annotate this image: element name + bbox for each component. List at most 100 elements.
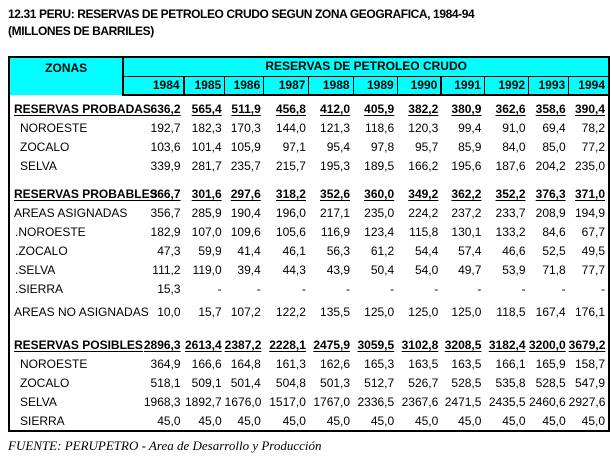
value-cell: 194,9 — [574, 206, 605, 220]
value-cell: 528,5 — [535, 376, 566, 390]
row-label-cell: RESERVAS PROBADAS — [14, 102, 151, 116]
table-row: SIERRA 45,0 45,0 45,0 45,0 45,0 45,0 45,0 45,0 45… — [9, 412, 609, 431]
value-cell: 69,4 — [542, 121, 566, 135]
value-cell: 116,9 — [320, 225, 351, 239]
value-cell: 195,3 — [320, 159, 351, 173]
value-cell: - — [390, 282, 395, 296]
value-cell: 504,8 — [275, 376, 306, 390]
value-cell: 371,0 — [574, 187, 605, 201]
row-label-cell: SELVA — [20, 395, 57, 409]
value-cell: 45,0 — [370, 413, 395, 428]
value-cell: 45,0 — [542, 413, 566, 428]
value-cell: 352,2 — [495, 187, 526, 201]
value-cell: 512,7 — [364, 376, 395, 390]
value-cell: 118,5 — [496, 305, 526, 319]
value-cell: 281,7 — [191, 159, 222, 173]
value-cell: 352,6 — [320, 187, 351, 201]
table-row: .SIERRA 15,3 - - - - - - - - - - — [9, 280, 609, 299]
row-label-cell: .NOROESTE — [15, 225, 86, 239]
value-cell: 95,7 — [414, 140, 439, 154]
value-cell: - — [256, 282, 261, 296]
value-cell: 380,9 — [451, 102, 482, 116]
value-cell: 71,8 — [542, 263, 566, 277]
value-cell: 215,7 — [275, 159, 306, 173]
value-cell: 382,2 — [408, 102, 439, 116]
value-cell: 518,1 — [150, 376, 181, 390]
table-row: RESERVAS POSIBLES 2896,3 2613,4 2387,2 2228,… — [9, 336, 609, 355]
value-cell: 46,6 — [502, 244, 526, 258]
value-cell: 196,0 — [275, 206, 306, 220]
value-cell: 2336,5 — [357, 395, 395, 409]
spacer-cell — [9, 176, 609, 185]
value-cell: 85,9 — [458, 140, 482, 154]
value-cell: 233,7 — [495, 206, 526, 220]
value-cell: 1892,7 — [184, 395, 222, 409]
value-cell: 44,3 — [282, 263, 306, 277]
value-cell: 318,2 — [275, 187, 306, 201]
value-cell: 405,9 — [364, 102, 395, 116]
value-cell: 166,1 — [495, 357, 526, 371]
value-cell: 412,0 — [320, 102, 351, 116]
table-row: NOROESTE 192,7 182,3 170,3 144,0 121,3 118,6 12… — [9, 119, 609, 138]
value-cell: 15,3 — [157, 282, 181, 296]
value-cell: 526,7 — [408, 376, 439, 390]
value-cell: 97,8 — [370, 140, 395, 154]
value-cell: 163,5 — [451, 357, 482, 371]
value-cell: 119,0 — [192, 263, 222, 277]
value-cell: 91,0 — [502, 121, 526, 135]
value-cell: 190,4 — [230, 206, 261, 220]
row-label-cell: AREAS NO ASIGNADAS — [14, 305, 149, 319]
row-label-cell: ZOCALO — [20, 376, 70, 390]
value-cell: 45,0 — [414, 413, 439, 428]
value-cell: 61,2 — [370, 244, 395, 258]
value-cell: 59,9 — [198, 244, 222, 258]
value-cell: 101,4 — [191, 140, 222, 154]
value-cell: 217,1 — [320, 206, 351, 220]
value-cell: 165,3 — [364, 357, 395, 371]
year-header-cell: 1991 — [441, 76, 485, 96]
value-cell: - — [601, 282, 605, 296]
value-cell: 45,0 — [458, 413, 482, 428]
value-cell: 67,7 — [581, 225, 605, 239]
value-cell: 95,4 — [326, 140, 351, 154]
group-header-row: ZONAS RESERVAS DE PETROLEO CRUDO — [9, 57, 609, 95]
title-line-2: (MILLONES DE BARRILES) — [8, 24, 154, 38]
value-cell: 195,6 — [451, 159, 482, 173]
row-label-cell: SELVA — [20, 159, 57, 173]
value-cell: 41,4 — [237, 244, 261, 258]
value-cell: 2927,6 — [568, 395, 606, 409]
value-cell: 45,0 — [502, 413, 526, 428]
year-header-cell: 1992 — [484, 76, 530, 96]
value-cell: 78,2 — [581, 121, 605, 135]
value-cell: 362,2 — [451, 187, 482, 201]
year-header-cell: 1984 — [123, 76, 185, 96]
value-cell: 10,0 — [157, 305, 181, 319]
value-cell: 189,5 — [364, 159, 395, 173]
value-cell: 166,2 — [408, 159, 439, 173]
value-cell: 84,6 — [542, 225, 566, 239]
value-cell: 105,6 — [275, 225, 306, 239]
year-header-cell: 1990 — [397, 76, 443, 96]
years-header-row: 1984 1985 1986 1987 1988 1989 1990 1991 1992 1993… — [9, 76, 609, 96]
table-body: RESERVAS PROBADAS 636,2 565,4 511,9 456,8 412… — [9, 95, 609, 431]
row-label-cell: RESERVAS PROBABLES — [14, 187, 158, 201]
table-row: .SELVA 111,2 119,0 39,4 44,3 43,9 50,4 54,0 49,7… — [9, 261, 609, 280]
value-cell: 54,4 — [414, 244, 439, 258]
value-cell: - — [477, 282, 482, 296]
value-cell: 358,6 — [535, 102, 566, 116]
year-header-cell: 1985 — [183, 76, 226, 96]
value-cell: 123,4 — [364, 225, 395, 239]
value-cell: 46,1 — [282, 244, 306, 258]
value-cell: 390,4 — [574, 102, 605, 116]
value-cell: - — [301, 282, 306, 296]
value-cell: 2896,3 — [143, 338, 181, 352]
value-cell: 130,1 — [451, 225, 482, 239]
value-cell: 133,2 — [495, 225, 526, 239]
value-cell: 57,4 — [458, 244, 482, 258]
value-cell: 125,0 — [408, 305, 439, 319]
value-cell: 547,9 — [574, 376, 605, 390]
value-cell: 85,0 — [542, 140, 566, 154]
year-header-cell: 1994 — [568, 76, 609, 96]
row-label-cell: .SIERRA — [15, 282, 64, 296]
value-cell: 187,6 — [495, 159, 526, 173]
